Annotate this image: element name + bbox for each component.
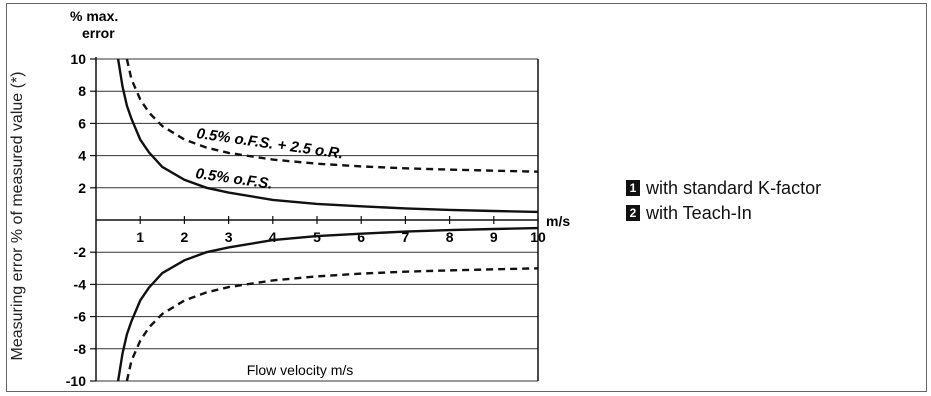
y-tick-label-5: -2 (74, 244, 87, 260)
x-tick-label-7: 8 (446, 229, 454, 245)
x-tick-label-6: 7 (402, 229, 410, 245)
x-tick-label-2: 3 (225, 229, 233, 245)
legend-label-2: with Teach-In (646, 203, 752, 223)
y-tick-label-2: 6 (78, 115, 86, 131)
x-tick-label-9: 10 (530, 229, 546, 245)
annotation-ofs-or: 0.5% o.F.S. + 2.5 o.R. (195, 125, 344, 162)
axes (90, 57, 539, 382)
x-tick-label-8: 9 (490, 229, 498, 245)
grid-lines (96, 58, 538, 382)
figure-frame (6, 3, 927, 392)
y-unit-label: % max. (70, 8, 118, 24)
x-axis-title: Flow velocity m/s (247, 362, 354, 378)
y-tick-label-6: -4 (74, 276, 87, 292)
y-unit-label-2: error (82, 25, 115, 41)
y-tick-label-7: -6 (74, 309, 87, 325)
legend-label-1: with standard K-factor (646, 178, 822, 198)
series-line-1 (116, 58, 539, 214)
x-tick-label-0: 1 (136, 229, 144, 245)
legend-number-2: 2 (626, 205, 640, 221)
y-tick-label-8: -8 (74, 341, 87, 357)
legend-number-1: 1 (626, 180, 640, 196)
series-line-4 (125, 267, 539, 382)
x-tick-label-1: 2 (181, 229, 189, 245)
x-tick-label-5: 6 (357, 229, 365, 245)
y-tick-label-0: 10 (70, 51, 86, 67)
legend-item-2: 2 with Teach-In (626, 203, 752, 223)
y-tick-label-9: -10 (66, 373, 86, 389)
x-tick-label-3: 4 (269, 229, 277, 245)
x-unit-label: m/s (546, 213, 570, 229)
y-axis-title: Measuring error % of measured value (*) (9, 71, 26, 360)
curves (116, 58, 539, 382)
series-line-3 (116, 226, 539, 382)
y-tick-label-3: 4 (78, 148, 86, 164)
y-tick-label-4: 2 (78, 180, 86, 196)
series-line-2 (125, 58, 539, 173)
y-tick-label-1: 8 (78, 83, 86, 99)
legend-item-1: 1 with standard K-factor (626, 178, 821, 198)
